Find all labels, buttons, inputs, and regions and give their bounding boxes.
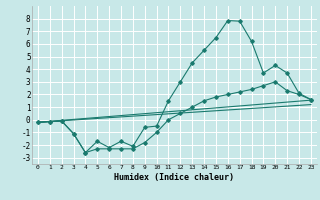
X-axis label: Humidex (Indice chaleur): Humidex (Indice chaleur)	[115, 173, 234, 182]
